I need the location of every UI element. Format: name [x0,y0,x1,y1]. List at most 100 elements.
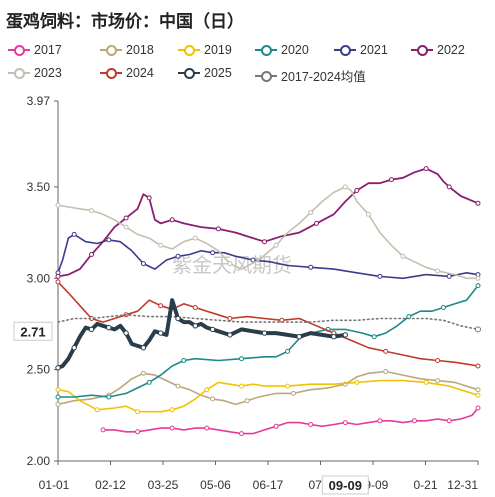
series-point [383,369,389,374]
series-line [56,298,348,370]
legend-swatch-icon [178,67,200,79]
series-point [55,279,61,285]
series-point [175,383,181,389]
series-point [175,253,181,259]
series-point [123,330,129,336]
legend-label: 2017 [34,43,62,57]
series-point [106,237,112,243]
series-2020 [55,283,481,400]
series-point [169,407,175,413]
chart-title: 蛋鸡饲料：市场价：中国（日） [6,12,244,32]
series-line [57,284,479,398]
series-point [354,379,360,385]
series-point [285,383,291,389]
series-point [412,418,417,424]
series-line [102,407,479,435]
series-point [262,239,267,245]
series-point [342,420,348,426]
series-point [55,202,61,208]
current-date-box [321,475,369,495]
series-line [57,379,479,413]
legend-label: 2025 [204,66,232,80]
series-point [308,422,314,427]
current-date-label: 09-09 [329,478,362,493]
series-point [273,242,279,248]
series-point [106,394,112,400]
legend-item[interactable]: 2019 [178,43,232,57]
series-point [135,409,141,415]
series-point [55,401,61,407]
legend-item[interactable]: 2024 [100,66,154,80]
axes [54,100,479,465]
series-2024 [55,279,481,369]
legend-item[interactable]: 2017 [8,43,62,57]
legend-item[interactable]: 2017-2024均值 [255,66,366,85]
legend-item[interactable]: 2018 [100,43,154,57]
series-point [446,273,452,279]
series-point [123,215,129,221]
series-point [423,166,429,172]
y-tick-label: 2.00 [27,454,51,468]
legend-swatch-icon [178,44,200,56]
legend-item[interactable]: 2025 [178,66,232,80]
series-layer [55,166,481,437]
series-point [377,273,383,279]
series-point [89,208,94,214]
legend-label: 2020 [281,43,309,57]
series-point [71,345,77,351]
series-point [146,379,152,385]
legend-swatch-icon [8,67,30,79]
x-tick-label: 03-25 [148,478,179,492]
x-tick-label: 02-12 [95,478,126,492]
current-value-label: 2.71 [20,324,45,339]
legend-item[interactable]: 2023 [8,66,62,80]
series-point [446,418,452,424]
series-point [100,427,106,433]
series-point [273,423,279,429]
series-point [354,188,360,193]
series-point [71,231,77,237]
series-point [181,358,187,363]
series-2025 [55,298,348,371]
series-point [435,378,441,384]
legend-label: 2022 [437,43,465,57]
series-point [123,224,129,230]
legend-swatch-icon [8,44,30,56]
series-point [389,177,394,183]
series-point [475,405,481,411]
series-point [192,323,199,329]
series-point [209,326,216,333]
series-point [308,264,314,270]
legend-swatch-icon [411,44,433,56]
series-point [204,387,210,393]
series-point [192,235,198,241]
series-point [140,370,146,376]
series-2021 [55,231,481,280]
series-2017-2024均值 [57,313,481,333]
series-point [285,348,291,354]
y-tick-label: 3.50 [27,180,51,194]
series-point [169,425,175,431]
series-point [55,394,61,400]
legend-item[interactable]: 2020 [255,43,309,57]
y-tick-label: 3.00 [27,271,51,285]
series-point [250,257,256,263]
legend-item[interactable]: 2022 [411,43,465,57]
series-point [88,326,95,333]
series-point [475,275,481,281]
legend-label: 2021 [360,43,388,57]
legend-swatch-icon [334,44,356,56]
legend-label: 2019 [204,43,232,57]
series-point [371,334,377,340]
series-point [239,383,244,389]
legend-item[interactable]: 2021 [334,43,388,57]
series-point [227,332,233,338]
series-point [314,220,319,226]
x-tick-label: 12-31 [447,478,478,492]
series-point [55,365,61,371]
series-point [400,253,406,259]
series-2023 [55,184,481,281]
series-point [365,211,371,217]
series-point [158,330,164,336]
series-2017 [100,405,481,437]
